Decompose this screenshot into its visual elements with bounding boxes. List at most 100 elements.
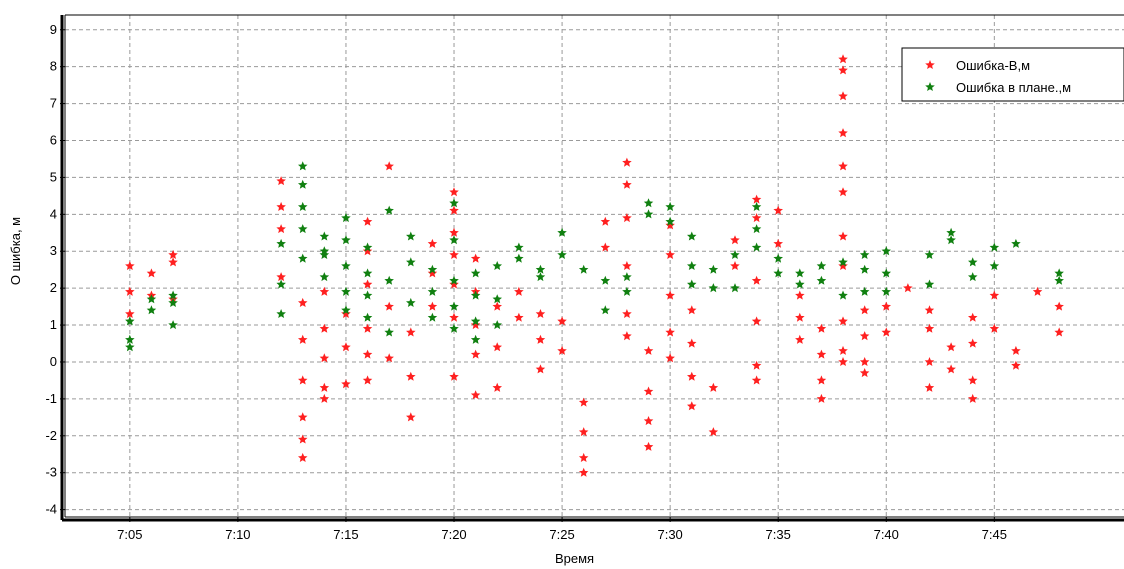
data-point [665, 353, 675, 363]
data-point [341, 261, 351, 270]
legend-label: Ошибка в плане.,м [956, 80, 1071, 95]
data-point [406, 371, 416, 381]
data-point [535, 272, 546, 282]
data-point [643, 345, 654, 355]
data-point [622, 331, 632, 341]
x-tick-label: 7:15 [333, 527, 358, 542]
data-point [427, 268, 438, 278]
data-point [946, 342, 956, 352]
data-point [578, 452, 589, 462]
data-point [622, 179, 632, 189]
data-point [622, 272, 632, 282]
data-point [427, 264, 438, 274]
y-tick-label: 1 [50, 317, 57, 332]
data-point [535, 309, 546, 318]
data-point [319, 393, 330, 403]
data-point [795, 290, 805, 300]
data-point [146, 305, 157, 315]
data-point [816, 393, 827, 403]
data-point [319, 353, 330, 363]
data-point [362, 279, 373, 289]
data-point [406, 327, 416, 337]
y-tick-label: 7 [50, 96, 57, 111]
series-1 [125, 161, 1064, 352]
data-point [384, 327, 394, 337]
y-tick-label: -3 [45, 465, 57, 480]
data-point [276, 272, 286, 282]
data-point [687, 338, 697, 348]
data-point [968, 272, 978, 282]
data-point [989, 323, 1000, 333]
data-point [535, 334, 546, 344]
data-point [449, 301, 459, 311]
data-point [341, 286, 351, 296]
data-point [989, 242, 1000, 252]
data-point [859, 331, 870, 341]
data-point [557, 249, 567, 259]
series-0 [125, 54, 1064, 477]
data-point [470, 268, 481, 278]
legend-label: Ошибка-В,м [956, 58, 1030, 73]
data-point [168, 297, 178, 307]
data-point [470, 390, 481, 400]
y-tick-label: -1 [45, 391, 57, 406]
data-point [449, 187, 459, 197]
data-point [449, 323, 459, 333]
data-point [168, 257, 178, 267]
x-tick-label: 7:45 [982, 527, 1007, 542]
data-point [1011, 345, 1021, 355]
data-point [535, 264, 546, 274]
data-point [751, 360, 762, 370]
data-point [362, 216, 373, 226]
data-point [319, 272, 330, 282]
data-point [470, 320, 481, 330]
data-point [341, 309, 351, 318]
data-point [276, 279, 286, 289]
data-series [125, 54, 1064, 477]
data-point [125, 286, 135, 296]
data-point [643, 209, 654, 219]
data-point [816, 261, 827, 270]
data-point [125, 342, 135, 352]
data-point [622, 157, 632, 167]
data-point [924, 249, 935, 259]
data-point [665, 220, 675, 230]
axes [60, 14, 1124, 522]
data-point [989, 290, 1000, 300]
data-point [406, 231, 416, 241]
data-point [341, 305, 351, 315]
data-point [751, 213, 762, 223]
data-point [946, 364, 956, 374]
data-point [449, 205, 459, 215]
data-point [319, 323, 330, 333]
data-point [384, 353, 394, 363]
data-point [643, 416, 654, 426]
data-point [276, 176, 286, 186]
x-tick-label: 7:20 [441, 527, 466, 542]
data-point [881, 246, 891, 256]
data-point [708, 382, 719, 392]
data-point [514, 242, 524, 252]
data-point [514, 253, 524, 263]
data-point [1032, 286, 1043, 296]
y-tick-label: -4 [45, 502, 57, 517]
data-point [708, 264, 719, 274]
data-point [319, 249, 330, 259]
data-point [384, 205, 394, 215]
data-point [751, 275, 762, 285]
y-tick-label: -2 [45, 428, 57, 443]
y-tick-label: 5 [50, 169, 57, 184]
y-axis-title: О шибка, м [8, 217, 23, 285]
data-point [557, 345, 567, 355]
data-point [276, 224, 286, 234]
legend-marker [925, 82, 935, 91]
data-point [535, 364, 546, 374]
data-point [557, 316, 567, 326]
data-point [319, 382, 330, 392]
data-point [406, 257, 416, 267]
data-point [665, 327, 675, 337]
data-point [773, 205, 783, 215]
x-tick-label: 7:35 [766, 527, 791, 542]
data-point [427, 301, 438, 311]
y-tick-label: 6 [50, 133, 57, 148]
